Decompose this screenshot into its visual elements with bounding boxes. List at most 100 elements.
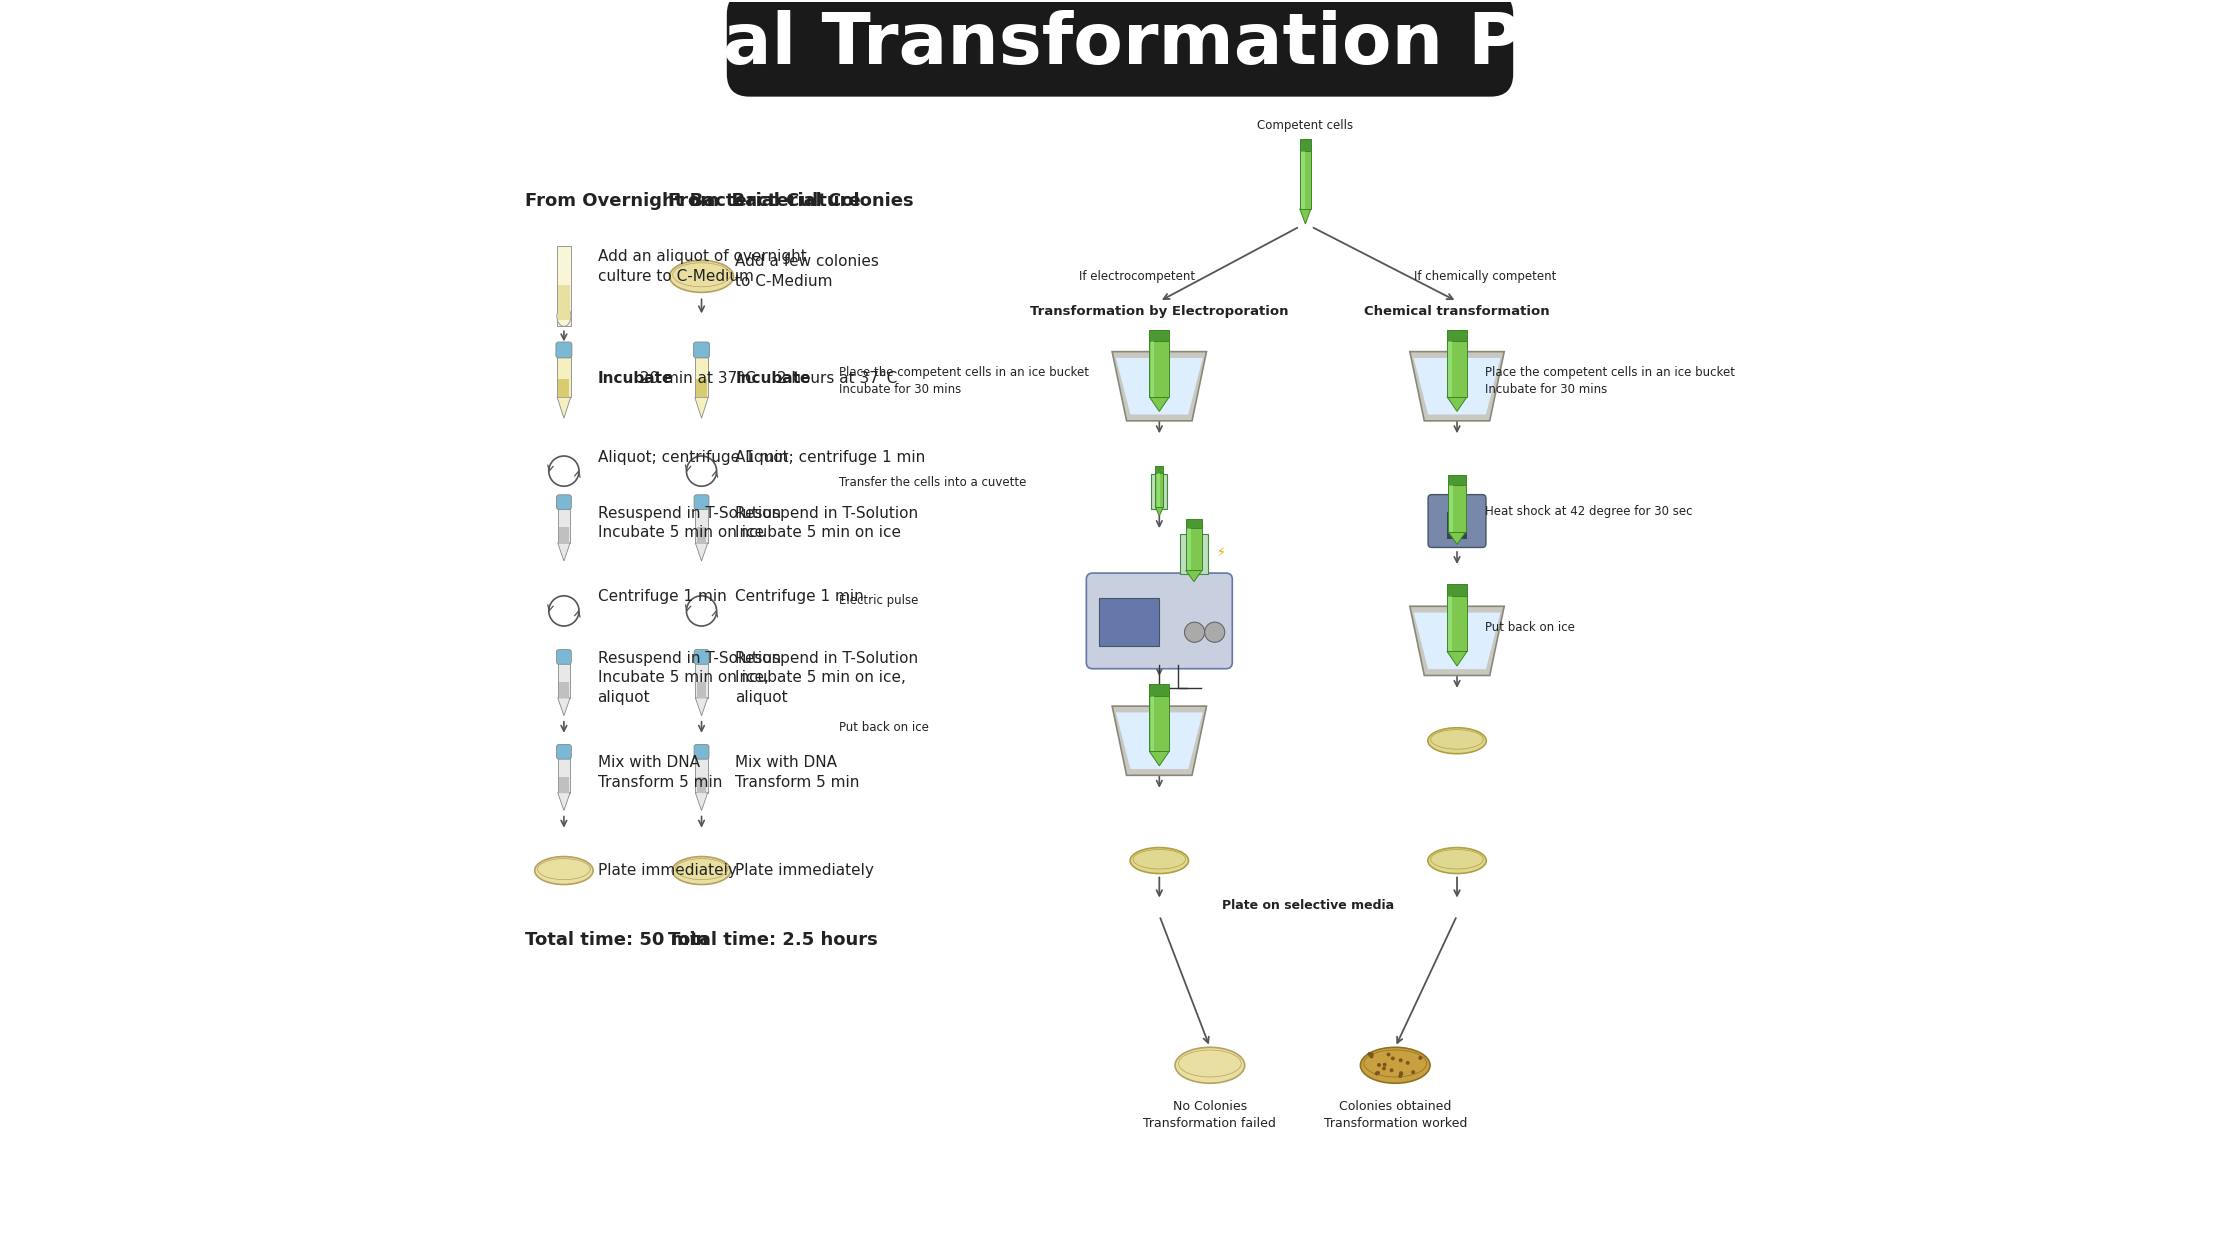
Ellipse shape bbox=[1427, 728, 1485, 753]
Text: Plate immediately: Plate immediately bbox=[735, 863, 874, 878]
Bar bbox=[697, 528, 706, 543]
FancyBboxPatch shape bbox=[694, 745, 710, 760]
Text: Colonies obtained
Transformation worked: Colonies obtained Transformation worked bbox=[1324, 1100, 1467, 1130]
Bar bbox=[694, 357, 708, 397]
Text: Add a few colonies
to C-Medium: Add a few colonies to C-Medium bbox=[735, 255, 878, 289]
Ellipse shape bbox=[1131, 848, 1189, 873]
Bar bbox=[1156, 472, 1163, 507]
Bar bbox=[1449, 485, 1465, 532]
Circle shape bbox=[1418, 1056, 1422, 1060]
Text: Total time: 50 min: Total time: 50 min bbox=[524, 931, 708, 950]
Bar bbox=[1149, 684, 1169, 696]
Bar bbox=[1149, 330, 1169, 341]
Bar bbox=[558, 247, 571, 326]
Bar bbox=[1156, 466, 1163, 472]
Bar bbox=[1185, 519, 1203, 528]
Polygon shape bbox=[694, 793, 708, 810]
Text: Plate on selective media: Plate on selective media bbox=[1223, 898, 1393, 912]
Circle shape bbox=[1382, 1066, 1387, 1071]
Bar bbox=[558, 508, 571, 543]
Text: Put back on ice: Put back on ice bbox=[840, 721, 930, 733]
Circle shape bbox=[1389, 1068, 1393, 1072]
Circle shape bbox=[1407, 1061, 1409, 1065]
Text: If chemically competent: If chemically competent bbox=[1413, 270, 1557, 284]
Polygon shape bbox=[558, 793, 571, 810]
Text: Resuspend in T-Solution
Incubate 5 min on ice: Resuspend in T-Solution Incubate 5 min o… bbox=[598, 505, 782, 541]
Circle shape bbox=[1185, 622, 1205, 643]
Text: Aliquot; centrifuge 1 min: Aliquot; centrifuge 1 min bbox=[735, 450, 925, 465]
Polygon shape bbox=[558, 543, 571, 561]
Bar bbox=[1447, 585, 1467, 596]
Circle shape bbox=[1400, 1071, 1402, 1075]
Bar bbox=[1100, 598, 1160, 646]
FancyBboxPatch shape bbox=[694, 650, 710, 664]
Circle shape bbox=[1366, 1052, 1371, 1056]
Text: Total time: 2.5 hours: Total time: 2.5 hours bbox=[668, 931, 878, 950]
Bar bbox=[1187, 528, 1192, 571]
Text: Heat shock at 42 degree for 30 sec: Heat shock at 42 degree for 30 sec bbox=[1485, 504, 1693, 518]
FancyBboxPatch shape bbox=[694, 341, 710, 358]
FancyBboxPatch shape bbox=[694, 495, 710, 509]
Text: Place the competent cells in an ice bucket
Incubate for 30 mins: Place the competent cells in an ice buck… bbox=[840, 367, 1089, 396]
Polygon shape bbox=[558, 397, 571, 418]
Polygon shape bbox=[1111, 352, 1207, 421]
Text: 20 min at 37°C: 20 min at 37°C bbox=[634, 370, 755, 386]
Polygon shape bbox=[1299, 209, 1310, 224]
Bar bbox=[560, 682, 569, 698]
Bar bbox=[1447, 341, 1467, 397]
Bar bbox=[1156, 472, 1160, 507]
Bar bbox=[1149, 696, 1169, 751]
Text: Electric pulse: Electric pulse bbox=[840, 595, 918, 607]
Bar bbox=[558, 285, 569, 320]
Bar bbox=[1449, 475, 1465, 485]
Polygon shape bbox=[1447, 651, 1467, 667]
Polygon shape bbox=[1413, 612, 1501, 669]
Text: ⚡: ⚡ bbox=[1216, 546, 1225, 558]
Text: If electrocompetent: If electrocompetent bbox=[1080, 270, 1194, 284]
Ellipse shape bbox=[672, 857, 730, 885]
Polygon shape bbox=[1116, 712, 1203, 769]
Bar bbox=[1449, 341, 1452, 397]
Bar bbox=[1447, 330, 1467, 341]
Bar bbox=[1301, 151, 1304, 209]
FancyBboxPatch shape bbox=[726, 0, 1514, 97]
Text: From Overnight Bacterial Culture: From Overnight Bacterial Culture bbox=[524, 193, 860, 210]
Text: Add an aliquot of overnight
culture to C-Medium: Add an aliquot of overnight culture to C… bbox=[598, 249, 806, 284]
Ellipse shape bbox=[1176, 1047, 1245, 1084]
Circle shape bbox=[1371, 1052, 1373, 1056]
Ellipse shape bbox=[670, 261, 732, 292]
Ellipse shape bbox=[1360, 1047, 1429, 1084]
Polygon shape bbox=[1185, 571, 1203, 582]
Bar bbox=[1149, 341, 1169, 397]
Text: Chemical transformation: Chemical transformation bbox=[1364, 305, 1550, 318]
Polygon shape bbox=[1149, 397, 1169, 412]
Polygon shape bbox=[1111, 706, 1207, 775]
FancyBboxPatch shape bbox=[556, 650, 571, 664]
Bar bbox=[694, 663, 708, 698]
Bar bbox=[1299, 151, 1310, 209]
Polygon shape bbox=[1413, 358, 1501, 415]
Bar bbox=[697, 777, 706, 793]
Polygon shape bbox=[1149, 751, 1169, 766]
FancyBboxPatch shape bbox=[1429, 495, 1485, 547]
Text: Put back on ice: Put back on ice bbox=[1485, 621, 1575, 634]
Polygon shape bbox=[1449, 532, 1465, 544]
Text: Resuspend in T-Solution
Incubate 5 min on ice,
aliquot: Resuspend in T-Solution Incubate 5 min o… bbox=[598, 650, 782, 706]
Circle shape bbox=[1205, 622, 1225, 643]
Polygon shape bbox=[694, 698, 708, 716]
Bar bbox=[1151, 341, 1154, 397]
Bar bbox=[560, 528, 569, 543]
Circle shape bbox=[1411, 1070, 1416, 1074]
Text: Incubate: Incubate bbox=[598, 370, 672, 386]
Bar bbox=[558, 357, 571, 397]
Ellipse shape bbox=[558, 306, 571, 326]
Ellipse shape bbox=[535, 857, 594, 885]
Text: Incubate: Incubate bbox=[735, 370, 811, 386]
Bar bbox=[558, 379, 569, 397]
FancyBboxPatch shape bbox=[556, 495, 571, 509]
Polygon shape bbox=[694, 543, 708, 561]
Text: 2 hours at 37°C: 2 hours at 37°C bbox=[773, 370, 898, 386]
Text: Transfer the cells into a cuvette: Transfer the cells into a cuvette bbox=[840, 476, 1026, 489]
Circle shape bbox=[1387, 1052, 1391, 1056]
Bar bbox=[694, 759, 708, 793]
